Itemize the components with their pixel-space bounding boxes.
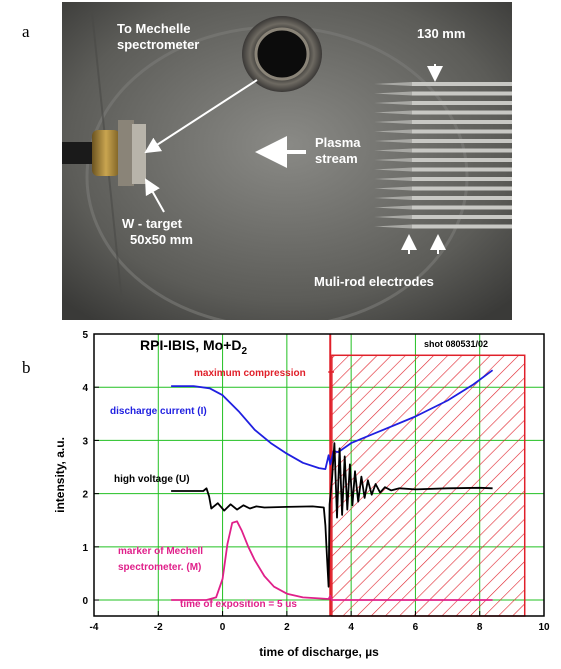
label-target-line2: 50x50 mm <box>130 232 193 247</box>
electrode-tip <box>374 177 412 181</box>
series-line-0 <box>171 369 494 470</box>
y-tick-label: 5 <box>82 330 88 341</box>
electrode-rod <box>412 196 512 200</box>
x-tick-label: 10 <box>538 622 550 633</box>
w-target-holder <box>62 120 146 186</box>
chart-title: RPI-IBIS, Mo+D2 <box>140 337 248 357</box>
shot-label: shot 080531/02 <box>424 339 488 349</box>
electrode-tip <box>374 196 412 200</box>
electrode-rod <box>412 139 512 143</box>
discharge-chart: -4 -2 0 2 4 6 8 10 0 1 2 3 4 5 RPI-IBIS, Mo+D2 shot 0… <box>53 330 550 659</box>
label-mechelle-line1: To Mechelle <box>117 21 190 36</box>
label-target-line1: W - target <box>122 216 183 231</box>
series-label-current: discharge current (I) <box>110 406 207 417</box>
electrode-rod <box>412 167 512 172</box>
electrode-rod <box>412 215 512 219</box>
y-tick-label: 0 <box>82 596 88 607</box>
electrode-rod <box>412 101 512 105</box>
x-tick-label: -2 <box>154 622 163 633</box>
electrode-tip <box>374 148 412 153</box>
electrode-rod <box>412 158 512 162</box>
label-plasma-line1: Plasma <box>315 135 361 150</box>
exposition-region <box>331 354 526 617</box>
y-tick-label: 2 <box>82 490 88 501</box>
exposition-label: time of exposition = 5 us <box>180 599 297 610</box>
y-tick-label: 3 <box>82 436 88 447</box>
x-tick-label: -4 <box>90 622 99 633</box>
electrode-tip <box>374 101 412 105</box>
electrode-rod <box>412 91 512 96</box>
panel-b-label: b <box>22 358 31 377</box>
x-tick-label: 8 <box>477 622 483 633</box>
max-compression-label: maximum compression <box>194 368 306 379</box>
series-line-1 <box>171 442 493 588</box>
electrode-rod <box>412 186 512 191</box>
spectrometer-port <box>242 16 322 92</box>
electrode-tip <box>374 167 412 172</box>
series-label-voltage: high voltage (U) <box>114 474 190 485</box>
electrode-tip <box>374 224 412 229</box>
series-label-marker-line2: spectrometer. (M) <box>118 562 201 573</box>
electrode-rod <box>412 82 512 86</box>
label-130mm: 130 mm <box>417 26 465 41</box>
y-tick-label: 4 <box>82 383 88 394</box>
electrode-tip <box>374 158 412 162</box>
series-label-marker-line1: marker of Mechell <box>118 546 203 557</box>
electrode-tip <box>374 82 412 86</box>
x-tick-label: 4 <box>348 622 354 633</box>
y-tick-label: 1 <box>82 543 88 554</box>
plot-frame <box>93 333 545 617</box>
electrode-rod <box>412 205 512 210</box>
electrode-rod <box>412 224 512 229</box>
series-line-2 <box>171 520 493 601</box>
label-mechelle-line2: spectrometer <box>117 37 199 52</box>
electrode-tip <box>374 110 412 115</box>
electrode-tip <box>374 186 412 191</box>
y-axis-label: intensity, a.u. <box>53 437 67 513</box>
x-tick-label: 2 <box>284 622 290 633</box>
electrode-tip <box>374 129 412 134</box>
electrode-rod <box>412 148 512 153</box>
electrode-tip <box>374 91 412 96</box>
electrode-rod <box>412 110 512 115</box>
x-axis-label: time of discharge, µs <box>259 645 379 659</box>
electrode-rod <box>412 177 512 181</box>
electrode-rod <box>412 120 512 124</box>
multi-rod-electrodes <box>374 82 512 229</box>
electrode-tip <box>374 215 412 219</box>
electrode-rod <box>412 129 512 134</box>
experiment-photo: To Mechelle spectrometer 130 mm Plasma s… <box>62 2 512 320</box>
label-plasma-line2: stream <box>315 151 358 166</box>
panel-a-label: a <box>22 22 30 41</box>
x-tick-label: 6 <box>413 622 419 633</box>
electrode-tip <box>374 205 412 210</box>
x-tick-label: 0 <box>220 622 226 633</box>
electrode-tip <box>374 139 412 143</box>
label-electrodes: Muli-rod electrodes <box>314 274 434 289</box>
electrode-tip <box>374 120 412 124</box>
